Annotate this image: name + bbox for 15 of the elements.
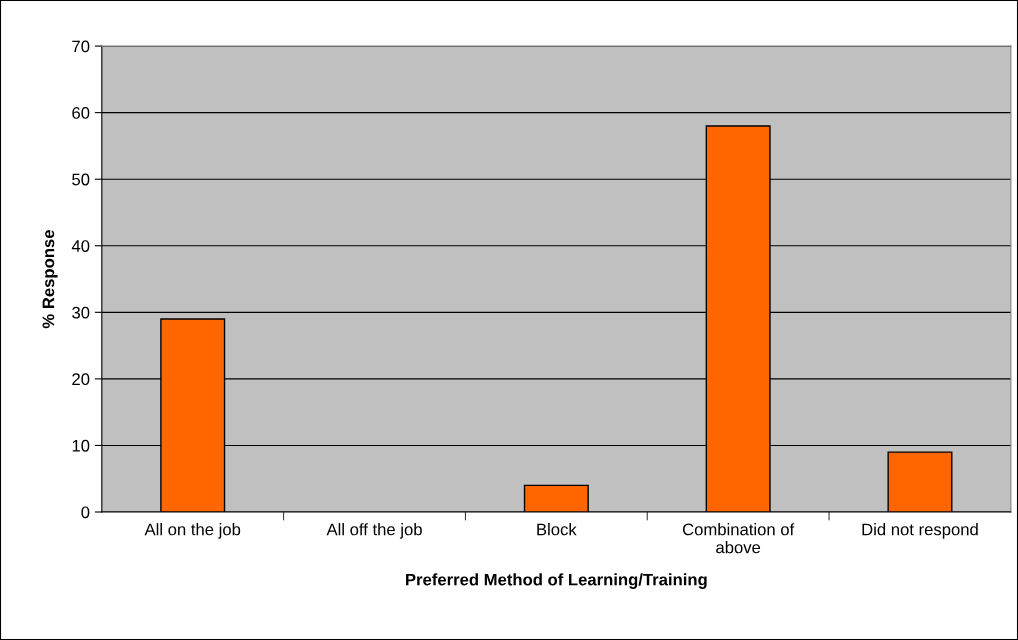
y-tick-label: 40 [71,240,90,252]
x-tick-label: Combination of above [682,523,795,554]
x-tick-label: Did not respond [862,523,978,539]
x-tick-label: All off the job [326,523,422,539]
x-tick-label: All on the job [144,523,241,539]
y-tick-label: 10 [72,439,90,452]
y-tick-label: 70 [72,40,90,53]
x-tick-label: Block [537,523,577,536]
y-axis-title: % Response [42,230,58,329]
y-tick-label: 50 [72,173,90,186]
y-tick-label: 30 [72,306,90,319]
x-axis-title: Preferred Method of Learning/Training [406,573,707,589]
y-tick-label: 0 [81,506,90,519]
y-tick-label: 60 [72,107,90,119]
y-tick-label: 20 [72,373,90,386]
